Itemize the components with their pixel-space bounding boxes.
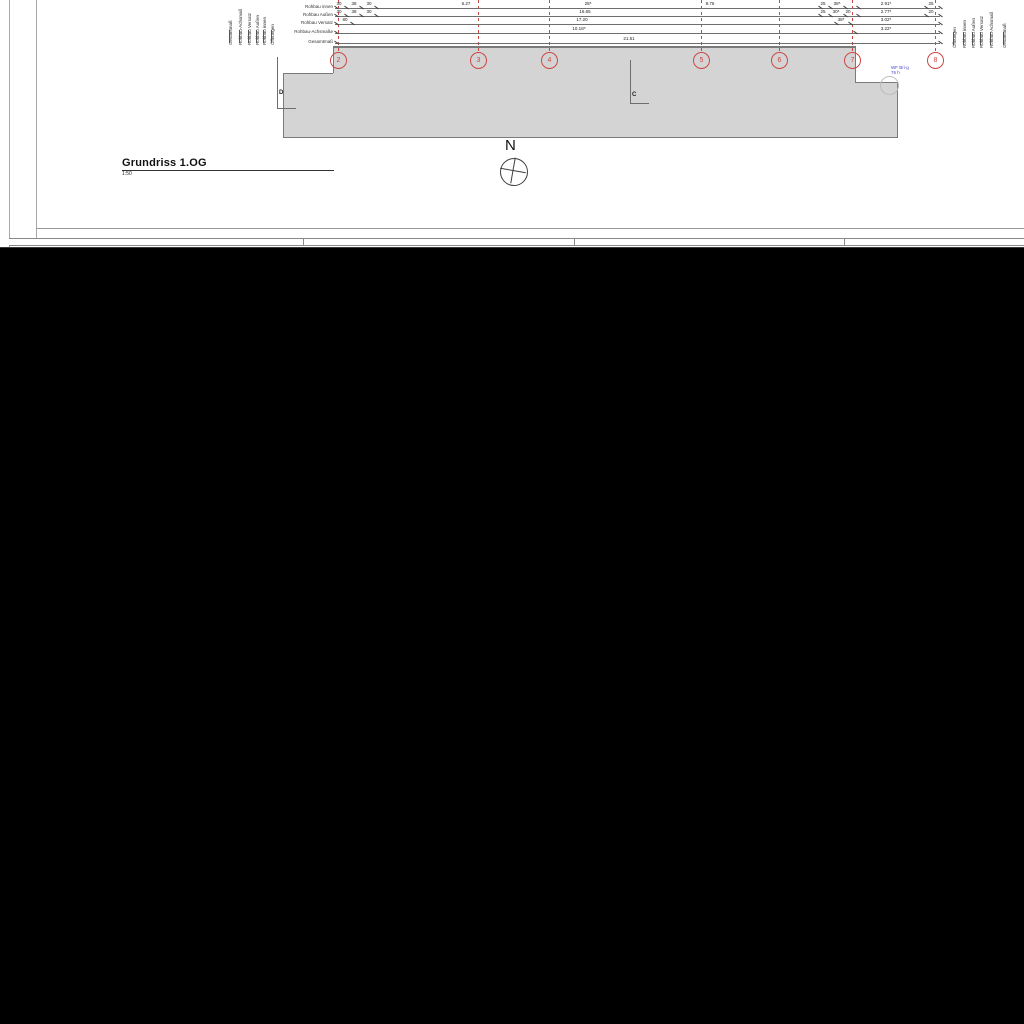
dimension-chain-label: Rohbau-Achsmaße [294,28,333,34]
dimension-value: 3.22⁵ [880,26,892,31]
building-outline [283,73,284,138]
dimension-value: 8.76 [705,1,715,6]
grid-axis-line [700,0,702,52]
title-block-divider [844,238,845,245]
side-dimension-tick [256,30,257,43]
building-outline [855,82,898,83]
sheet-bottom-edge [0,247,1024,248]
dimension-value: 38⁵ [837,17,845,22]
dimension-value: 3.02⁵ [880,17,892,22]
dimension-value: 28⁵ [584,1,592,6]
dimension-value: 30 [336,1,342,6]
section-line-c [630,60,631,103]
dimension-chain-label: Rohbau Außen [302,11,333,17]
building-outline [283,73,333,74]
grid-axis-line [778,0,780,52]
dimension-value: 30 [336,9,342,14]
side-dimension-tick [1003,32,1004,45]
grid-bubble-6: 6 [771,52,788,69]
dimension-chain-label: Rohbau innen [304,3,333,9]
grid-bubble-8: 8 [927,52,944,69]
dimension-value: 30 [366,9,372,14]
dimension-line [335,16,940,17]
plan-title: Grundriss 1.OG [122,157,207,169]
dimension-value: 2.77⁵ [880,9,892,14]
section-label-d: D [279,90,284,96]
sheet-margin-line [9,0,10,247]
side-dimension-tick [248,30,249,43]
grid-axis-line [337,0,339,52]
grid-axis-line [934,0,936,52]
section-line-d [277,57,278,108]
title-block-band [9,238,1024,246]
section-label-c: C [632,92,637,98]
dimension-value: 2.91⁵ [880,1,892,6]
grid-bubble-5: 5 [693,52,710,69]
dimension-value: 80 [342,17,348,22]
building-outline [283,137,898,138]
side-dimension-tick [953,32,954,45]
dimension-value: 20 [928,9,934,14]
viewer-background [0,248,1024,1024]
dimension-line [335,8,940,9]
section-line-c [630,103,649,104]
grid-bubble-4: 4 [541,52,558,69]
grid-bubble-2: 2 [330,52,347,69]
title-underline [122,170,334,171]
dimension-value: 25 [928,1,934,6]
dimension-value: 38 [351,9,357,14]
side-dimension-tick [980,32,981,45]
dimension-value: 30 [366,1,372,6]
dimension-line [335,24,940,25]
grid-axis-line [477,0,479,52]
building-outline [897,82,898,138]
dimension-value: 21.61 [623,36,635,41]
dimension-value: 38 [351,1,357,6]
grid-axis-line [851,0,853,52]
grid-bubble-3: 3 [470,52,487,69]
revision-circle [880,76,899,95]
side-dimension-tick [229,30,230,43]
grid-axis-line [548,0,550,52]
side-dimension-tick [239,30,240,43]
dimension-value: 6.27 [461,1,471,6]
annotation-note-line1: WF Bri-g [891,65,909,70]
sheet-margin-line [36,0,37,238]
grid-bubble-7: 7 [844,52,861,69]
side-dimension-tick [990,32,991,45]
dimension-value: 25 [820,9,826,14]
dimension-value: 10.18⁵ [572,26,586,31]
annotation-note: WF Bri-g 76 h [891,65,909,76]
dimension-line [335,43,940,44]
dimension-value: 16.65 [579,9,591,14]
section-line-d [277,108,296,109]
dimension-value: 25 [820,1,826,6]
side-dimension-tick [263,30,264,43]
title-block-top-line [36,228,1024,229]
dimension-value: 30⁵ [832,9,840,14]
side-dimension-tick [963,32,964,45]
dimension-chain-label: Gesamtmaß [308,38,333,44]
annotation-note-line2: 76 h [891,70,900,76]
title-block-divider [303,238,304,245]
plan-scale: 1:50 [122,171,132,177]
building-footprint-main [333,46,855,138]
dimension-value: 20 [845,9,851,14]
north-label: N [505,137,516,154]
dimension-value: 17.20 [576,17,588,22]
dimension-line [335,33,940,34]
dimension-chain-label: Rohbau Versatz [300,19,333,25]
dimension-value: 38⁵ [833,1,841,6]
building-footprint-left-wing [283,73,334,138]
side-dimension-tick [972,32,973,45]
building-outline [333,46,855,48]
side-dimension-tick [271,30,272,43]
title-block-divider [574,238,575,245]
